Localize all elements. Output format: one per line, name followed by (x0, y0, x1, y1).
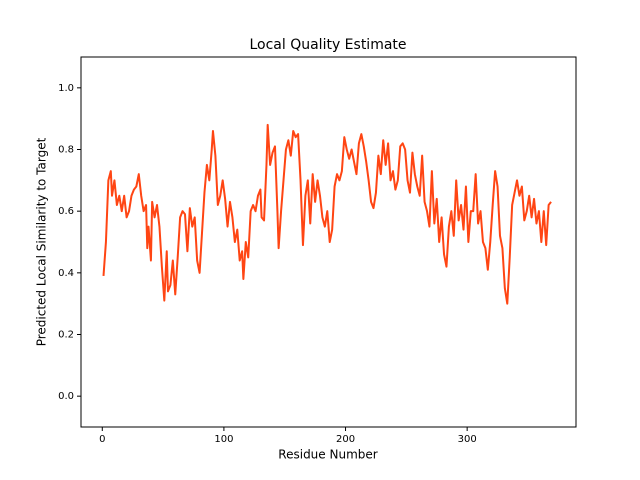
x-tick-label: 300 (458, 434, 477, 445)
plot-frame (80, 56, 577, 428)
x-axis-label: Residue Number (278, 448, 377, 462)
line (102, 123, 552, 305)
y-tick-label: 0.2 (58, 330, 74, 341)
x-tick-label: 100 (214, 434, 233, 445)
y-tick-label: 0.0 (58, 391, 74, 402)
chart-title: Local Quality Estimate (249, 37, 406, 53)
y-tick-label: 0.6 (58, 206, 74, 217)
y-axis-label: Predicted Local Similarity to Target (35, 137, 49, 346)
x-tick-label: 0 (99, 434, 105, 445)
y-tick-label: 0.8 (58, 145, 74, 156)
y-tick-label: 0.4 (58, 268, 74, 279)
y-tick-label: 1.0 (58, 83, 74, 94)
x-tick-label: 200 (336, 434, 355, 445)
